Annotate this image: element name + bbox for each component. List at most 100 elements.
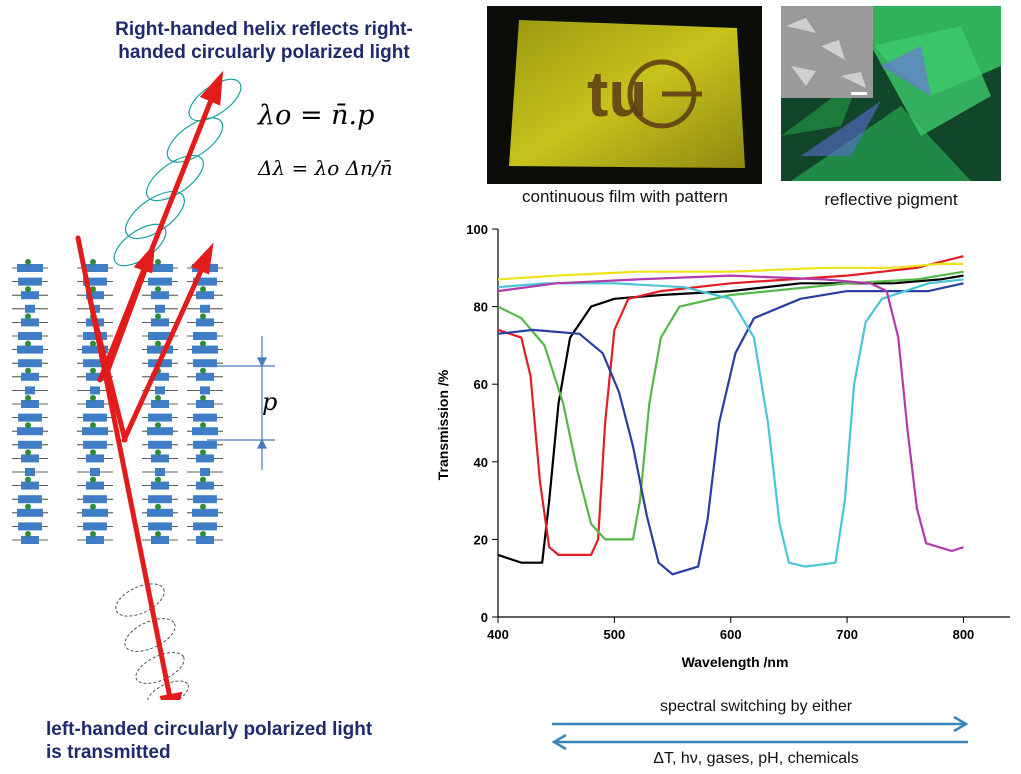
mesogen (86, 481, 104, 490)
top-heading-line-2: handed circularly polarized light (118, 42, 410, 63)
mesogen (200, 304, 210, 313)
mesogen-head (155, 313, 161, 320)
mesogen (86, 454, 104, 463)
mesogen (196, 372, 214, 381)
mesogen (18, 359, 42, 368)
mesogen (83, 440, 107, 449)
mesogen-head (90, 449, 96, 456)
mesogen (148, 413, 172, 422)
mesogen (83, 522, 107, 531)
formula-bandwidth: Δλ = λo Δn/n̄ (258, 156, 393, 180)
mesogen-head (155, 395, 161, 401)
mesogen (18, 277, 42, 286)
pitch-marker (207, 336, 275, 470)
series-line-6 (497, 274, 964, 553)
series-line-4 (497, 282, 964, 576)
mesogen (148, 522, 172, 531)
mesogen (82, 345, 108, 354)
mesogen-head (155, 340, 161, 347)
mesogen-head (25, 313, 31, 320)
mesogen-head (25, 395, 31, 401)
mesogen-head (200, 449, 206, 456)
mesogen (196, 400, 214, 408)
mesogen (193, 332, 217, 340)
mesogen (151, 400, 169, 408)
mesogen-head (25, 531, 31, 537)
series-line-1 (497, 274, 964, 564)
mesogen-head (90, 422, 96, 429)
mesogen-head (90, 367, 96, 374)
mesogen (147, 264, 173, 272)
mesogen (90, 386, 100, 395)
mesogen-head (25, 259, 31, 265)
mesogen-head (200, 503, 206, 510)
mesogen (86, 536, 104, 544)
mesogen (151, 291, 169, 300)
x-tick-label: 700 (836, 627, 858, 642)
mesogen (83, 277, 107, 286)
switching-arrows (551, 715, 969, 751)
mesogen (25, 386, 35, 395)
mesogen-head (25, 449, 31, 456)
mesogen-head (90, 286, 96, 293)
pigment-caption: reflective pigment (824, 190, 958, 209)
mesogen (193, 359, 217, 368)
top-heading: Right-handed helix reflects right- hande… (64, 18, 464, 64)
mesogen (90, 468, 100, 476)
mesogen-head (25, 503, 31, 510)
mesogen (86, 372, 104, 381)
mesogen (83, 359, 107, 368)
mesogen (148, 332, 172, 340)
tu-logo (627, 59, 702, 129)
mesogen (17, 345, 43, 354)
mesogen (196, 454, 214, 463)
mesogen (25, 304, 35, 313)
x-tick-label: 800 (953, 627, 975, 642)
mesogen (148, 277, 172, 286)
x-tick-label: 600 (720, 627, 742, 642)
formula-wavelength: λo = n̄.p (258, 100, 375, 131)
x-axis-label: Wavelength /nm (682, 654, 789, 670)
y-axis-label: Transmission /% (435, 369, 451, 480)
mesogen (192, 427, 218, 436)
light-arrows (75, 70, 224, 700)
y-tick-label: 80 (474, 300, 488, 315)
y-tick-label: 20 (474, 532, 488, 547)
mesogen (148, 440, 172, 449)
mesogen (21, 318, 39, 327)
mesogen (193, 413, 217, 422)
film-caption: continuous film with pattern (522, 187, 728, 206)
mesogen (21, 536, 39, 544)
mesogen (17, 427, 43, 436)
mesogen-head (155, 476, 161, 483)
mesogen (196, 291, 214, 300)
mesogen-head (155, 531, 161, 537)
film-photo: tu (487, 6, 762, 184)
mesogen (193, 495, 217, 504)
series-line-3 (497, 270, 964, 541)
mesogen (21, 400, 39, 408)
mesogen (147, 508, 173, 517)
mesogen (193, 522, 217, 531)
mesogen (155, 468, 165, 476)
mesogen (21, 481, 39, 490)
mesogen (21, 454, 39, 463)
mesogen-head (90, 395, 96, 401)
bottom-heading-line-2: is transmitted (46, 742, 171, 763)
y-tick-label: 0 (481, 610, 488, 625)
mesogen (90, 304, 100, 313)
mesogen (155, 304, 165, 313)
arrow-label-top: spectral switching by either (659, 698, 853, 715)
mesogen (82, 508, 108, 517)
pitch-label: p (262, 388, 278, 416)
y-tick-label: 60 (474, 377, 488, 392)
mesogen-head (155, 449, 161, 456)
mesogen (151, 536, 169, 544)
mesogen (192, 345, 218, 354)
mesogen (196, 536, 214, 544)
y-tick-label: 40 (474, 455, 488, 470)
mesogen-layers (12, 259, 223, 544)
mesogen-head (200, 286, 206, 293)
mesogen-head (25, 476, 31, 483)
chart-ticks: 400 500 600 700 800 0 20 40 60 80 100 (466, 222, 974, 642)
